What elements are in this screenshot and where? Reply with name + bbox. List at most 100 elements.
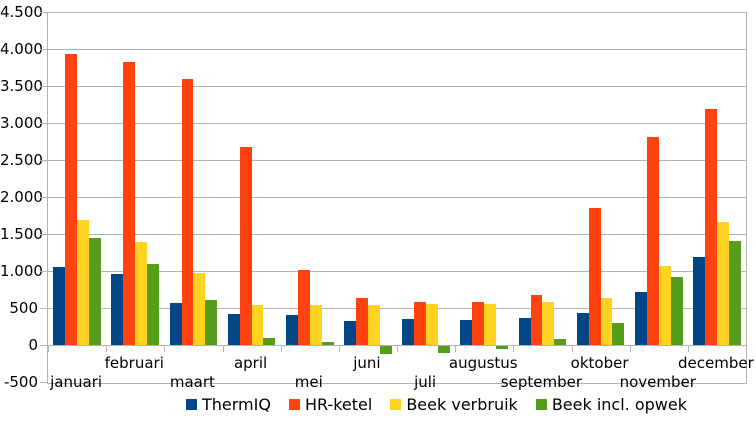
bar-thermiq-februari (111, 273, 124, 345)
bar-beek-incl-opwek-juli (437, 346, 450, 353)
legend-item-beek-verbruik: Beek verbruik (390, 395, 518, 414)
legend-swatch (288, 399, 300, 410)
x-axis-label-mei: mei (294, 373, 323, 391)
legend-swatch (390, 399, 402, 410)
gridline (48, 308, 746, 309)
legend-label: ThermIQ (202, 395, 271, 414)
y-axis-tick (40, 159, 47, 161)
bar-thermiq-september (518, 317, 531, 345)
bar-beek-verbruik-december (716, 222, 729, 345)
bar-beek-verbruik-mei (309, 305, 322, 345)
y-axis-tick-label: 1.000 (0, 262, 43, 280)
bar-thermiq-oktober (576, 313, 589, 345)
y-axis-tick (40, 381, 47, 383)
bar-beek-incl-opwek-december (728, 241, 741, 345)
y-axis-tick-label: -500 (3, 373, 38, 391)
x-axis-label-juli: juli (414, 373, 437, 391)
bar-beek-verbruik-november (658, 265, 671, 345)
y-axis-tick-label: 2.000 (0, 188, 43, 206)
y-axis-tick-label: 3.000 (0, 114, 43, 132)
legend-label: Beek incl. opwek (551, 395, 687, 414)
bar-thermiq-april (227, 313, 240, 345)
bar-hr-ketel-juni (356, 298, 368, 345)
bar-beek-verbruik-augustus (484, 304, 497, 345)
bar-beek-incl-opwek-september (554, 339, 567, 345)
x-axis-tick (746, 346, 747, 352)
plot-area (47, 12, 747, 384)
x-axis-label-februari: februari (104, 354, 164, 372)
bar-hr-ketel-december (705, 108, 717, 345)
bar-beek-verbruik-september (542, 302, 555, 345)
y-axis-tick (40, 11, 47, 13)
x-axis-label-september: september (500, 373, 583, 391)
x-axis-tick (397, 346, 398, 352)
y-axis-tick (40, 307, 47, 309)
legend-item-hr-ketel: HR-ketel (288, 395, 373, 414)
x-axis-tick (513, 346, 515, 352)
legend-swatch (535, 399, 547, 410)
gridline (48, 123, 746, 124)
bar-hr-ketel-april (239, 147, 252, 345)
x-axis-tick (571, 346, 573, 352)
bar-hr-ketel-november (646, 137, 659, 345)
bar-hr-ketel-augustus (472, 302, 485, 345)
bar-thermiq-december (693, 256, 705, 345)
bar-beek-verbruik-februari (135, 242, 148, 345)
bar-thermiq-juni (344, 320, 356, 345)
y-axis-tick-label: 2.500 (0, 151, 43, 169)
y-axis-tick (40, 196, 47, 198)
legend-item-beek-incl-opwek: Beek incl. opwek (535, 395, 687, 414)
gridline (48, 160, 746, 161)
bar-hr-ketel-maart (181, 79, 194, 345)
legend: ThermIQ HR-ketel Beek verbruik Beek incl. o… (186, 395, 687, 414)
bar-beek-incl-opwek-februari (147, 263, 160, 345)
bar-beek-incl-opwek-april (263, 337, 276, 345)
x-axis-tick (222, 346, 224, 352)
y-axis-tick (40, 344, 47, 346)
gridline (48, 234, 746, 235)
bar-hr-ketel-oktober (588, 208, 601, 345)
bar-hr-ketel-september (530, 295, 543, 345)
y-axis-tick (40, 233, 47, 235)
gridline (48, 271, 746, 272)
bar-hr-ketel-mei (297, 270, 310, 345)
y-axis-tick-label: 500 (9, 299, 38, 317)
bar-thermiq-maart (169, 302, 182, 345)
gridline (48, 197, 746, 198)
bar-thermiq-augustus (460, 319, 473, 345)
bar-beek-incl-opwek-oktober (612, 322, 625, 345)
legend-label: Beek verbruik (406, 395, 518, 414)
x-axis-tick (280, 346, 282, 352)
bar-beek-incl-opwek-augustus (496, 346, 509, 349)
gridline (48, 345, 746, 346)
bar-thermiq-juli (402, 319, 415, 345)
gridline (48, 86, 746, 87)
bar-thermiq-januari (53, 266, 66, 345)
gridline (48, 49, 746, 50)
x-axis-label-juni: juni (353, 354, 381, 372)
x-axis-tick (48, 346, 49, 352)
x-axis-label-januari: januari (50, 373, 103, 391)
bar-beek-verbruik-januari (77, 219, 89, 345)
bar-thermiq-mei (285, 315, 298, 345)
x-axis-label-april: april (233, 354, 268, 372)
bar-beek-incl-opwek-mei (321, 342, 334, 345)
bar-beek-verbruik-juni (367, 305, 380, 345)
legend-swatch (186, 399, 197, 410)
y-axis-tick (40, 270, 47, 272)
x-axis-label-maart: maart (169, 373, 215, 391)
bar-beek-incl-opwek-november (670, 276, 683, 345)
y-axis-tick-label: 4.000 (0, 40, 43, 58)
bar-beek-incl-opwek-juni (379, 346, 392, 355)
bar-beek-verbruik-juli (426, 303, 438, 345)
x-axis-label-november: november (619, 373, 696, 391)
x-axis-label-december: december (678, 354, 754, 372)
bar-hr-ketel-januari (65, 54, 78, 345)
bar-beek-verbruik-maart (193, 273, 206, 345)
y-axis-tick (40, 85, 47, 87)
bar-hr-ketel-juli (414, 302, 427, 345)
bar-beek-verbruik-april (251, 305, 264, 345)
legend-label: HR-ketel (304, 395, 373, 414)
x-axis-tick (687, 346, 689, 352)
x-axis-tick (164, 346, 166, 352)
